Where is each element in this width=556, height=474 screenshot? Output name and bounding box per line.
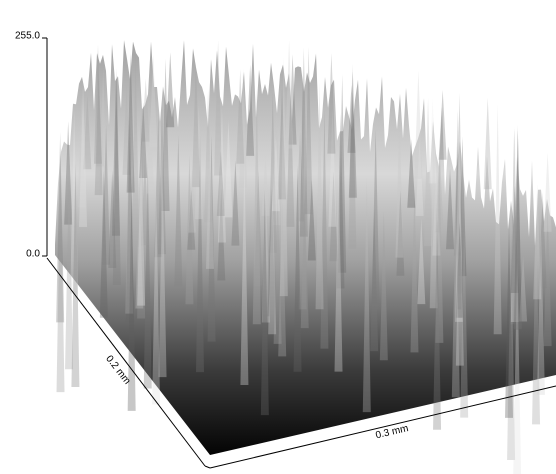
y-axis-label: 0.2 mm (103, 354, 132, 387)
z-tick-label: 255.0 (15, 31, 40, 42)
surface-spike (414, 70, 422, 179)
surface-spike (544, 153, 552, 232)
surface-spike (439, 90, 447, 160)
axis-corner (205, 466, 210, 468)
surface-spike (166, 52, 174, 127)
chart: 0.2 mm 0.3 mm 0.0 255.0 (0, 0, 556, 474)
surface-spike (484, 98, 492, 189)
surface (55, 40, 556, 474)
z-tick-label: 0.0 (26, 249, 40, 260)
x-axis-label: 0.3 mm (375, 423, 410, 441)
